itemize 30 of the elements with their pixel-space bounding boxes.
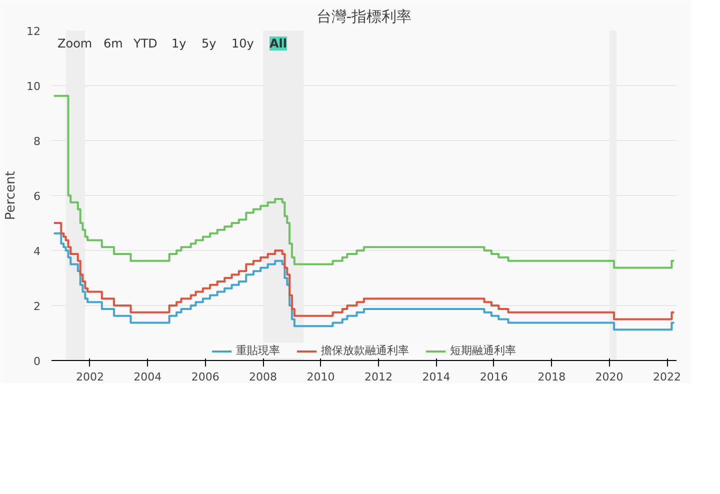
x-tick-label: 2014: [422, 370, 450, 384]
y-tick-label: 4: [34, 245, 40, 258]
legend-label: 短期融通利率: [450, 343, 516, 358]
x-tick-label: 2006: [191, 370, 220, 384]
y-tick-label: 2: [34, 300, 40, 313]
annotation: YTD: [132, 36, 158, 50]
chart-title: 台灣-指標利率: [316, 8, 412, 26]
x-tick-label: 2016: [480, 370, 508, 384]
annotation: All: [270, 36, 288, 50]
x-tick-label: 2020: [595, 370, 624, 384]
annotation: 1y: [172, 36, 186, 50]
x-tick-label: 2022: [653, 370, 682, 384]
annotation: Zoom: [58, 36, 92, 50]
y-tick-label: 8: [34, 135, 40, 148]
annotation: 6m: [104, 36, 123, 50]
y-tick-label: 0: [34, 355, 40, 368]
y-tick-label: 10: [26, 80, 41, 93]
x-tick-label: 2010: [306, 370, 335, 384]
legend-label: 擔保放款融通利率: [321, 343, 409, 358]
x-tick-label: 2018: [538, 370, 566, 384]
annotation: 10y: [232, 36, 254, 50]
y-tick-label: 6: [34, 190, 40, 203]
y-tick-label: 12: [26, 25, 41, 38]
x-tick-label: 2012: [364, 370, 392, 384]
x-tick-label: 2008: [249, 370, 278, 384]
legend-label: 重貼現率: [236, 343, 280, 358]
x-tick-label: 2004: [134, 370, 162, 384]
x-tick-label: 2002: [76, 370, 104, 384]
annotation: 5y: [202, 36, 216, 50]
y-axis-title: Percent: [4, 171, 19, 220]
